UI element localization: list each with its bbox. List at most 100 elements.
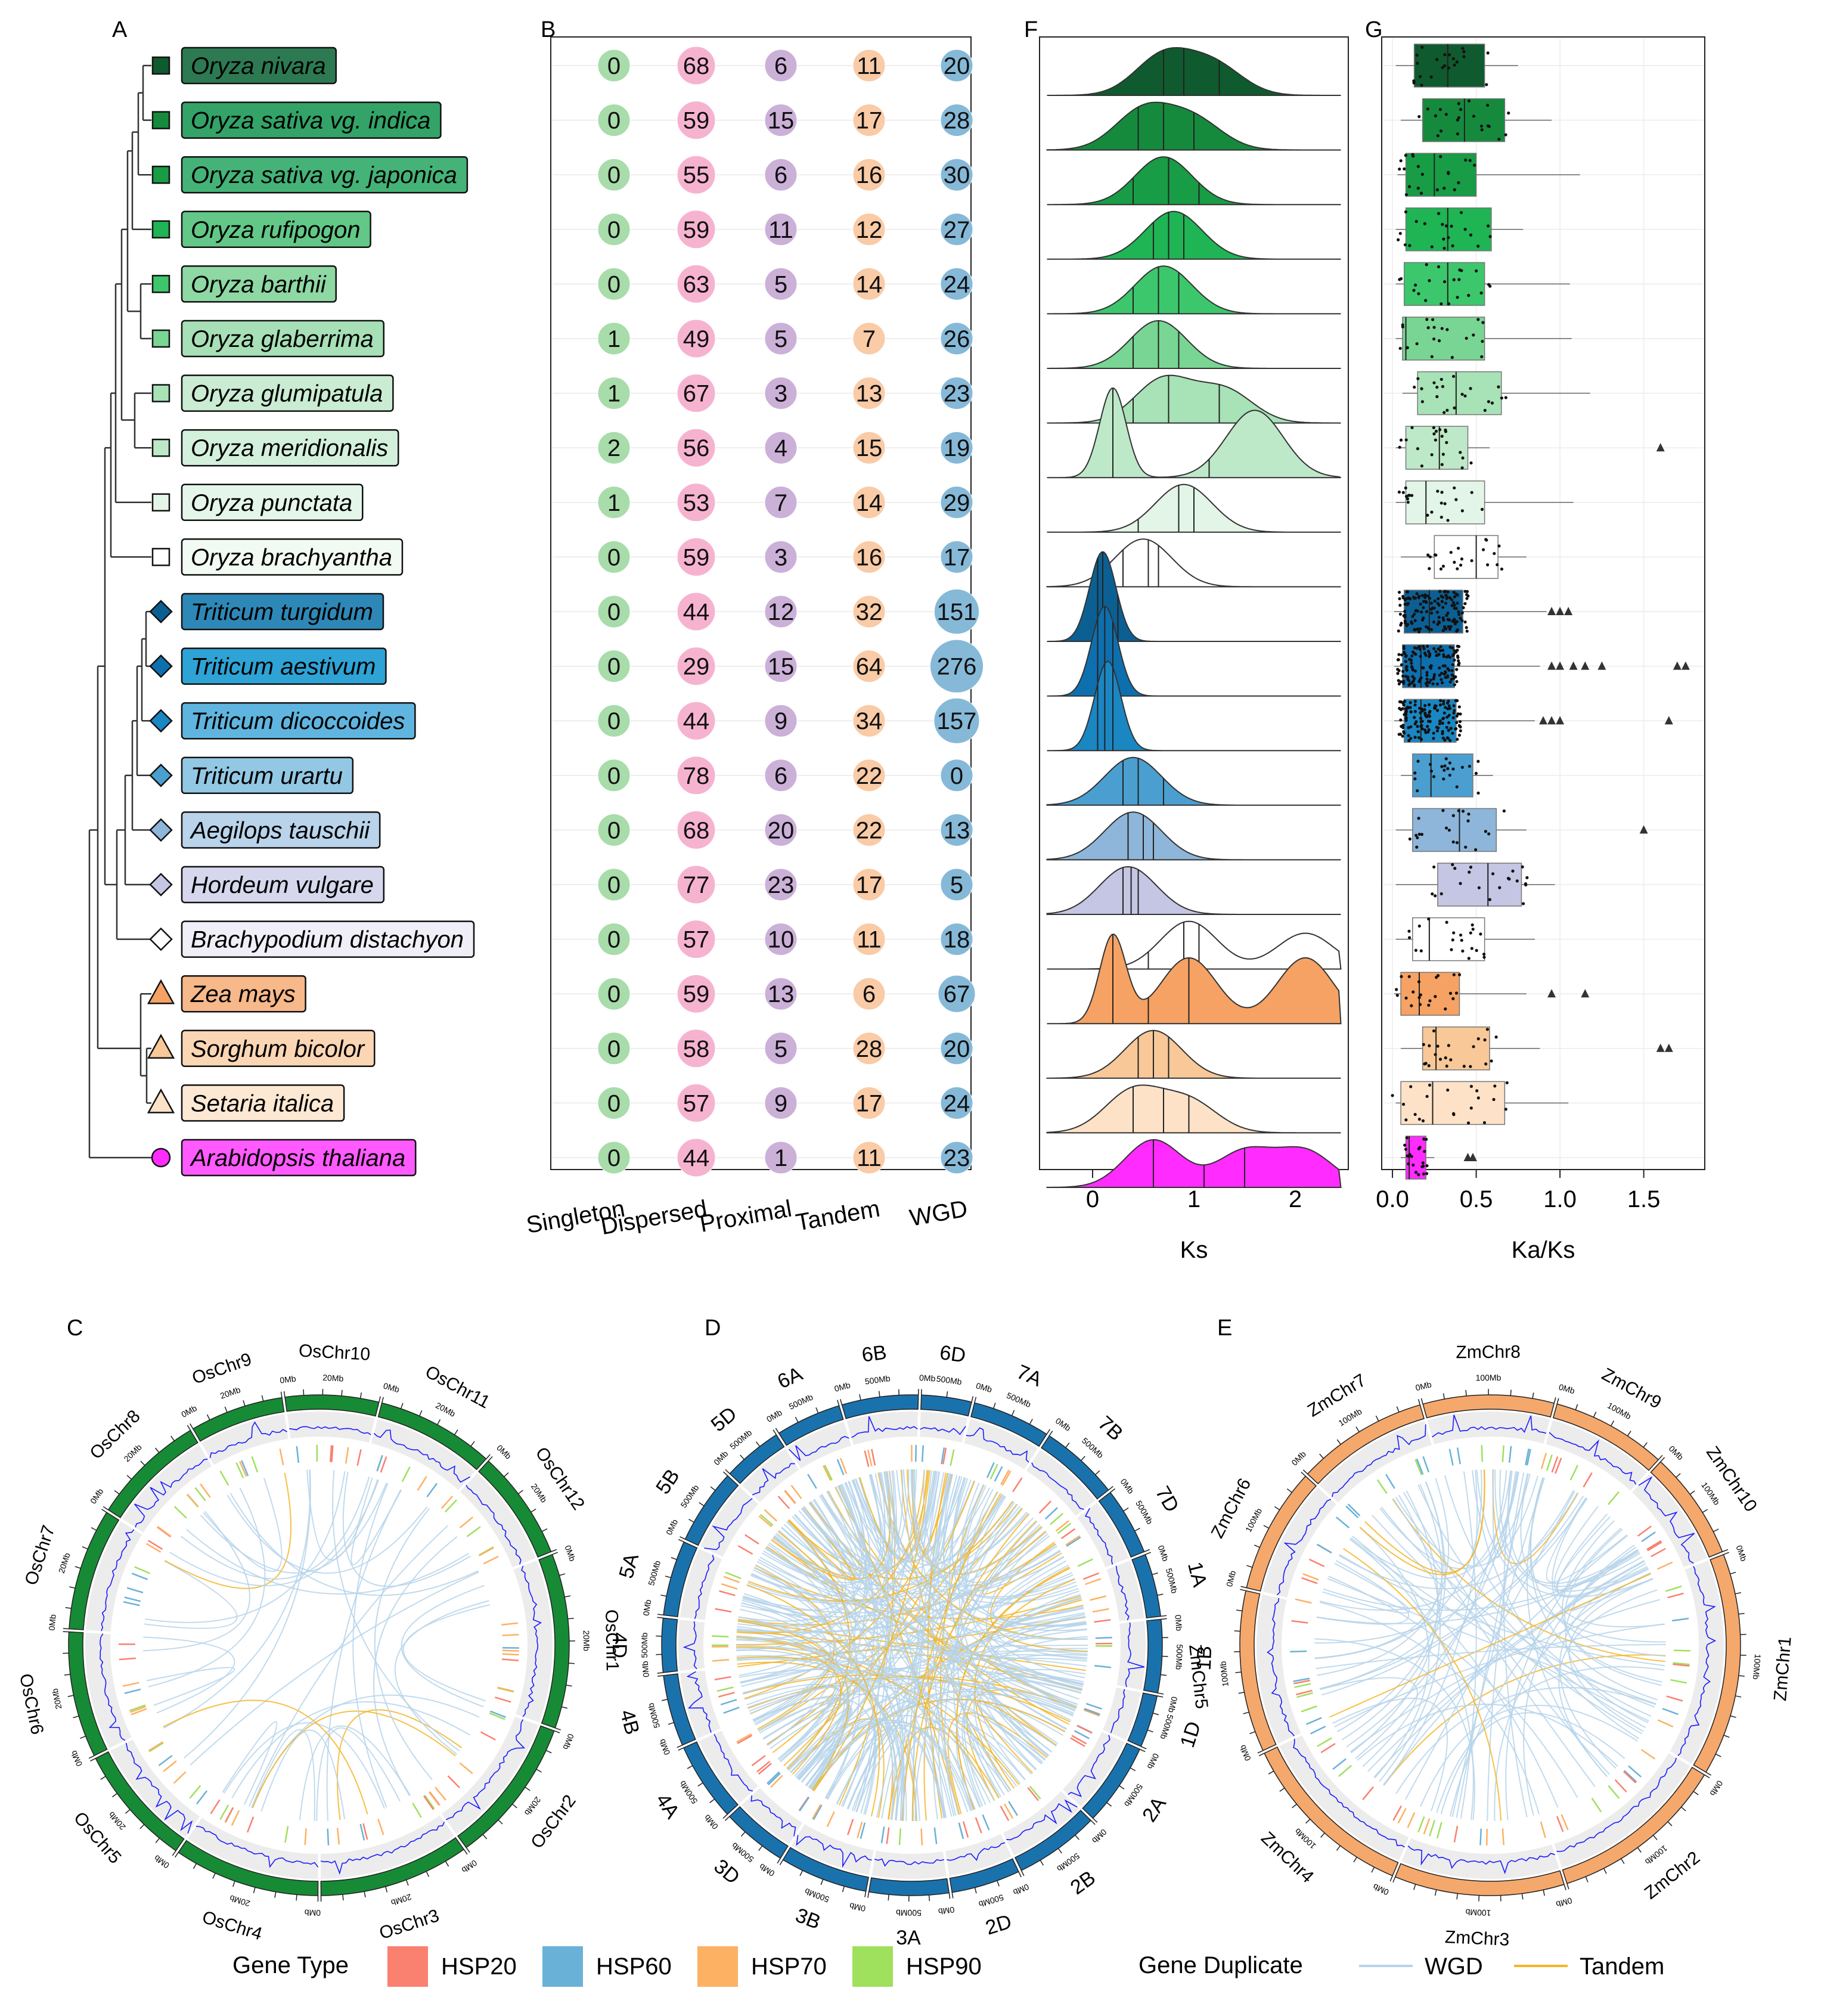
- kaks-point: [1463, 602, 1467, 606]
- count-label: 16: [856, 162, 883, 188]
- gene-position-tick: [1066, 1536, 1081, 1547]
- scale-tick: [888, 1894, 889, 1901]
- gene-position-tick: [1667, 1592, 1684, 1599]
- scale-label: 0Mb: [919, 1373, 936, 1384]
- kaks-point: [1403, 1143, 1407, 1147]
- diamond-marker-icon: [149, 600, 173, 624]
- gene-position-tick: [770, 1775, 783, 1788]
- kaks-point: [1469, 866, 1473, 869]
- kaks-point: [1475, 269, 1478, 273]
- kaks-point: [1440, 463, 1444, 466]
- density-track-bg: [110, 1739, 200, 1837]
- gene-position-tick: [723, 1575, 740, 1583]
- scale-tick: [111, 1793, 117, 1798]
- kaks-point: [1442, 653, 1445, 657]
- ks-density-ridge: [1046, 866, 1341, 915]
- kaks-point: [1427, 1003, 1431, 1007]
- scale-tick: [261, 1395, 264, 1401]
- scale-tick: [243, 1400, 246, 1406]
- kaks-point: [1460, 938, 1463, 942]
- kaks-outlier: [1664, 716, 1673, 725]
- kaks-point: [1428, 1044, 1431, 1047]
- chromosome-band: [728, 1806, 789, 1859]
- kaks-point: [1450, 224, 1453, 228]
- count-bubble: [764, 759, 798, 792]
- chromosome-band: [1650, 1461, 1723, 1558]
- chromosome-band: [841, 1394, 919, 1419]
- species-row: Oryza sativa vg. japonica: [151, 156, 469, 194]
- wgd-link: [951, 1478, 1057, 1583]
- kaks-point: [1481, 340, 1484, 343]
- chromosome-name: 3D: [709, 1855, 744, 1889]
- gene-position-tick: [1662, 1708, 1679, 1716]
- square-marker-icon: [151, 438, 170, 457]
- kaks-point: [1521, 902, 1525, 905]
- gene-density-line: [1110, 1689, 1125, 1733]
- chromosome-band: [920, 1394, 972, 1417]
- kaks-boxplot-chart: 0.0 0.5 1.0 1.5: [1376, 38, 1704, 1212]
- wgd-link: [885, 1471, 940, 1559]
- wgd-link: [223, 1722, 385, 1809]
- count-bubble: [764, 868, 798, 901]
- gene-position-tick: [380, 1456, 387, 1473]
- wgd-link: [1334, 1623, 1665, 1727]
- kaks-point: [1399, 708, 1403, 711]
- kaks-point: [1426, 725, 1429, 728]
- kaks-point: [1412, 81, 1416, 85]
- triangle-marker-icon: [147, 1088, 175, 1114]
- kaks-point: [1482, 1121, 1487, 1124]
- kaks-point: [1418, 706, 1422, 710]
- gene-position-tick: [1647, 1541, 1662, 1552]
- gene-position-tick: [1422, 1456, 1430, 1473]
- count-label: 6: [774, 763, 787, 789]
- count-bubble: [597, 595, 631, 628]
- gene-position-tick: [497, 1686, 514, 1692]
- kaks-point: [1432, 737, 1435, 740]
- kaks-point: [1456, 654, 1460, 658]
- scale-label: 0Mb: [641, 1599, 653, 1616]
- chromosome-band: [868, 1877, 950, 1896]
- count-label: 0: [607, 217, 621, 243]
- scale-tick: [1158, 1692, 1164, 1695]
- scale-tick: [1702, 1509, 1708, 1513]
- species-row: Sorghum bicolor: [147, 1029, 376, 1068]
- kaks-point: [1407, 734, 1410, 737]
- kaks-point: [1440, 671, 1444, 675]
- kaks-point: [1428, 719, 1432, 723]
- kaks-point: [1434, 438, 1437, 442]
- kaks-point: [1438, 674, 1441, 677]
- chromosome-band: [1131, 1553, 1162, 1619]
- kaks-tick-label: 1.0: [1543, 1186, 1577, 1212]
- gene-position-tick: [1027, 1787, 1040, 1801]
- species-row: Oryza rufipogon: [151, 210, 371, 249]
- species-label-box: [181, 46, 337, 85]
- scale-tick: [1160, 1674, 1167, 1676]
- scale-tick: [518, 1490, 523, 1494]
- kaks-point: [1404, 154, 1407, 157]
- kaks-point: [1490, 401, 1494, 405]
- scale-label: 20Mb: [219, 1385, 242, 1401]
- kaks-point: [1442, 64, 1447, 68]
- kaks-point: [1436, 489, 1440, 493]
- wgd-link: [229, 1493, 479, 1596]
- kaks-point: [1404, 1147, 1408, 1151]
- species-row: Oryza glaberrima: [151, 320, 385, 358]
- kaks-point: [1406, 622, 1410, 626]
- count-label: 14: [856, 271, 883, 297]
- kaks-point: [1404, 654, 1408, 657]
- count-label: 5: [774, 271, 787, 297]
- kaks-point: [1416, 61, 1419, 65]
- kaks-point: [1435, 975, 1438, 979]
- count-bubble: [677, 46, 716, 85]
- scale-tick: [1157, 1593, 1164, 1596]
- kaks-point: [1414, 283, 1417, 287]
- scale-label: 20Mb: [50, 1688, 64, 1710]
- kaks-point: [1441, 721, 1444, 725]
- count-label: 0: [607, 1145, 621, 1171]
- kaks-point: [1425, 600, 1428, 604]
- count-bubble: [764, 322, 798, 355]
- species-name: Hordeum vulgare: [191, 872, 374, 898]
- gene-position-tick: [129, 1705, 147, 1713]
- scale-tick: [1249, 1731, 1256, 1735]
- kaks-outlier: [1556, 716, 1565, 725]
